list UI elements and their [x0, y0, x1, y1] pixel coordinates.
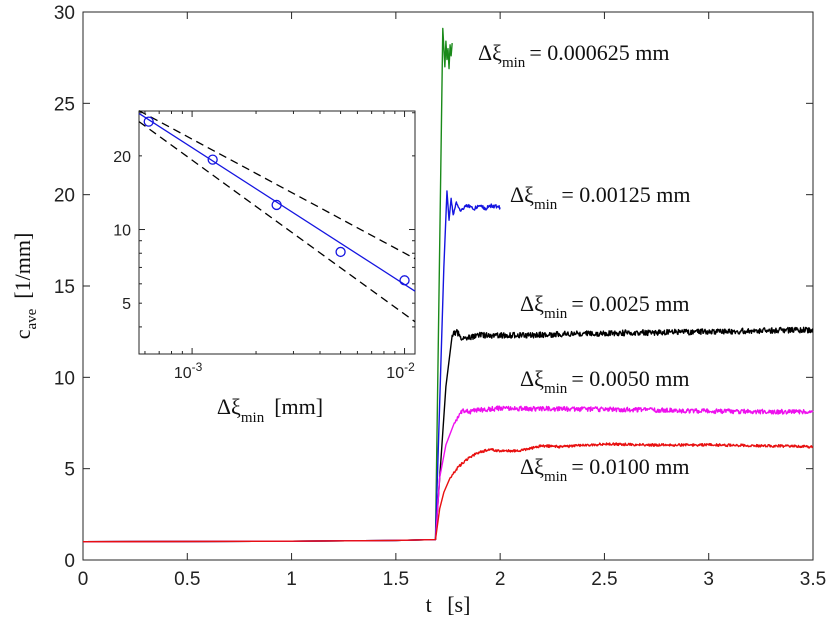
annotation-series-1: Δξmin = 0.00125 mm	[510, 182, 690, 213]
inset-data-point	[271, 199, 282, 211]
inset-x-tick-exponent: -3	[192, 360, 203, 374]
inset-x-axis-label: Δξmin [mm]	[217, 394, 323, 426]
inset-plot-area	[138, 110, 416, 355]
series-line-1	[82, 190, 501, 543]
x-tick-label: 1	[286, 569, 297, 590]
inset-data-point	[335, 246, 346, 258]
inset-y-ticks: 5 10 20	[113, 112, 415, 328]
series-line-3	[82, 405, 814, 543]
x-tick-label: 3	[703, 569, 714, 590]
inset-x-tick-base: 10	[386, 365, 404, 382]
x-tick-label: 2	[495, 569, 506, 590]
inset-fit-line	[138, 112, 416, 292]
annotation-4-symbol: Δξ	[520, 454, 544, 479]
inset-x-tick-label: 10-3	[174, 360, 203, 382]
main-x-ticks: 0 0.5 1 1.5 2 2.5 3 3.5	[78, 12, 826, 590]
inset-y-tick-label: 20	[113, 149, 131, 166]
x-tick-label: 0	[78, 569, 89, 590]
x-tick-label: 0.5	[174, 569, 200, 590]
y-tick-label: 15	[54, 277, 75, 298]
inset-x-tick-label: 10-2	[386, 360, 415, 382]
annotation-3-sub: min	[544, 381, 568, 397]
y-tick-label: 10	[54, 368, 75, 389]
annotation-3-value: = 0.0050 mm	[571, 366, 689, 391]
annotation-3-symbol: Δξ	[520, 366, 544, 391]
series-line-4	[82, 442, 814, 543]
y-tick-label: 20	[54, 186, 75, 207]
x-tick-label: 3.5	[800, 569, 826, 590]
annotation-series-4: Δξmin = 0.0100 mm	[520, 454, 689, 485]
inset-x-axis-sub: min	[241, 410, 265, 426]
y-axis-subscript: ave	[24, 308, 40, 329]
main-y-axis-label: cave [1/mm]	[10, 233, 40, 340]
y-tick-label: 0	[64, 551, 75, 572]
inset-data-point	[207, 154, 218, 165]
annotation-2-sub: min	[544, 306, 568, 322]
annotation-1-value: = 0.00125 mm	[561, 182, 690, 207]
main-y-ticks: 0 5 10 15 20 25 30	[54, 3, 813, 572]
annotation-4-sub: min	[544, 469, 568, 485]
annotation-0-symbol: Δξ	[478, 40, 502, 65]
y-tick-label: 25	[54, 94, 75, 115]
inset-data-point	[143, 116, 154, 127]
inset-x-axis-symbol: Δξ	[217, 394, 241, 419]
inset-y-tick-label: 10	[113, 223, 131, 240]
inset-y-tick-label: 5	[122, 296, 131, 313]
annotation-1-sub: min	[534, 197, 558, 213]
inset-x-ticks: 10-3 10-2	[144, 111, 415, 382]
annotation-series-2: Δξmin = 0.0025 mm	[520, 291, 689, 322]
annotation-0-sub: min	[502, 55, 526, 71]
y-tick-label: 5	[64, 460, 75, 481]
annotation-4-value: = 0.0100 mm	[571, 454, 689, 479]
main-x-axis-label: t [s]	[426, 592, 471, 617]
inset-lines-group	[138, 110, 416, 323]
inset-upper-bound-line	[138, 110, 416, 260]
x-tick-label: 1.5	[383, 569, 409, 590]
inset-x-tick-base: 10	[174, 365, 192, 382]
y-tick-label: 30	[54, 3, 75, 24]
x-tick-label: 2.5	[591, 569, 617, 590]
annotation-0-value: = 0.000625 mm	[529, 40, 669, 65]
inset-data-point	[399, 275, 410, 286]
inset-lower-bound-line	[138, 121, 416, 323]
inset-points-group	[143, 116, 410, 286]
y-axis-unit: [1/mm]	[10, 233, 35, 299]
annotation-2-symbol: Δξ	[520, 291, 544, 316]
x-axis-variable: t	[426, 592, 432, 617]
inset-x-axis-unit: [mm]	[274, 394, 323, 419]
series-line-2	[82, 326, 814, 543]
annotation-1-symbol: Δξ	[510, 182, 534, 207]
inset-x-tick-exponent: -2	[404, 360, 415, 374]
x-axis-unit: [s]	[447, 592, 470, 617]
annotation-2-value: = 0.0025 mm	[571, 291, 689, 316]
main-series-group	[82, 27, 814, 543]
y-axis-variable: c	[10, 329, 35, 339]
annotation-series-0: Δξmin = 0.000625 mm	[478, 40, 669, 71]
annotation-series-3: Δξmin = 0.0050 mm	[520, 366, 689, 397]
